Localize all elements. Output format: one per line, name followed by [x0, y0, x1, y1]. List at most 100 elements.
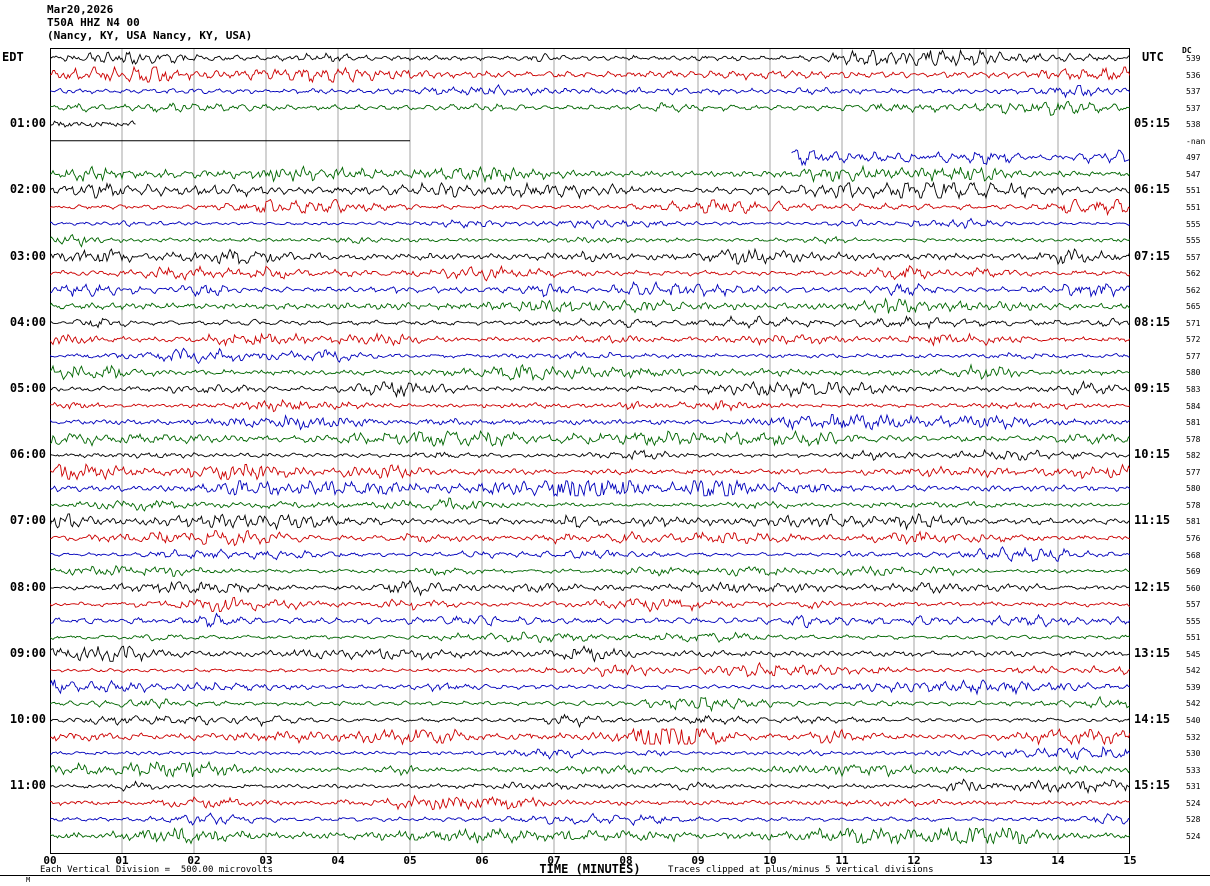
- dc-value: 547: [1186, 169, 1201, 179]
- dc-value: 551: [1186, 186, 1201, 196]
- seismogram-trace: [50, 332, 1130, 347]
- seismogram-trace: [50, 83, 1130, 99]
- seismogram-trace: [50, 645, 1130, 663]
- dc-value: 524: [1186, 831, 1201, 841]
- x-axis-tick: 02: [187, 854, 201, 867]
- dc-value: 577: [1186, 351, 1201, 361]
- dc-value: 578: [1186, 434, 1201, 444]
- left-time-label: 10:00: [9, 712, 46, 726]
- dc-value: 531: [1186, 782, 1201, 792]
- dc-value: 542: [1186, 699, 1201, 709]
- scale-note: Each Vertical Division = 500.00 microvol…: [40, 865, 273, 875]
- dc-value: 580: [1186, 368, 1201, 378]
- left-time-label: 05:00: [9, 381, 46, 395]
- dc-value: 577: [1186, 467, 1201, 477]
- right-time-label: 11:15: [1134, 513, 1171, 528]
- x-axis-tick: 00: [43, 854, 57, 867]
- left-time-label: 03:00: [9, 248, 46, 263]
- dc-value: 530: [1186, 749, 1201, 759]
- footer-rule: [0, 875, 1210, 876]
- dc-value: 581: [1186, 517, 1201, 527]
- dc-value: 528: [1186, 815, 1201, 825]
- dc-value: 497: [1186, 153, 1201, 163]
- dc-value: 571: [1186, 318, 1201, 328]
- seismogram-trace: [50, 812, 1130, 827]
- x-axis-tick: 04: [331, 854, 345, 867]
- dc-value: 576: [1186, 533, 1201, 543]
- left-time-label: 07:00: [9, 513, 46, 528]
- x-axis-tick: 10: [763, 854, 777, 867]
- seismogram-trace: [50, 347, 1130, 365]
- left-time-label: 08:00: [9, 579, 46, 594]
- dc-value: 572: [1186, 335, 1201, 345]
- x-axis-tick: 11: [835, 854, 849, 867]
- clip-note: Traces clipped at plus/minus 5 vertical …: [668, 865, 934, 875]
- seismogram-trace: [50, 65, 1130, 84]
- x-axis-tick: 07: [547, 854, 561, 867]
- dc-value: 540: [1186, 716, 1201, 725]
- dc-value: 584: [1186, 401, 1201, 411]
- dc-value: 557: [1186, 252, 1201, 262]
- dc-value: 555: [1186, 616, 1201, 626]
- x-axis-tick: 08: [619, 854, 633, 867]
- dc-value: 551: [1186, 202, 1201, 212]
- right-time-label: 13:15: [1134, 645, 1171, 660]
- dc-value: 533: [1186, 765, 1201, 775]
- title-date: Mar20,2026: [47, 3, 114, 16]
- dc-value: 560: [1186, 583, 1201, 593]
- seismogram-trace: [791, 149, 1130, 167]
- dc-value: 539: [1186, 54, 1201, 63]
- seismogram-trace: [50, 48, 1130, 67]
- seismogram-trace: [50, 529, 1130, 547]
- seismogram-trace: [50, 380, 1130, 399]
- seismogram-trace: [50, 463, 1130, 481]
- seismogram-trace: [50, 497, 1130, 512]
- x-axis-tick: 12: [907, 854, 921, 867]
- dc-value: 538: [1186, 120, 1201, 130]
- dc-value: 542: [1186, 666, 1201, 676]
- seismogram-trace: [50, 695, 1130, 713]
- dc-value: 537: [1186, 103, 1201, 113]
- dc-value: 583: [1186, 385, 1201, 394]
- right-time-label: 12:15: [1134, 579, 1171, 594]
- seismogram-trace: [50, 546, 1130, 563]
- seismogram-trace: [50, 631, 1130, 644]
- seismogram-trace: [50, 661, 1130, 678]
- left-time-label: 09:00: [9, 645, 46, 660]
- x-axis-tick: 03: [259, 854, 273, 867]
- plot-border: [50, 48, 1130, 854]
- corner-mark: M: [26, 876, 31, 884]
- dc-value: -nan: [1186, 136, 1206, 146]
- dc-value: 565: [1186, 302, 1201, 312]
- seismogram-trace: [50, 745, 1130, 761]
- seismogram-trace: [50, 727, 1130, 746]
- dc-value: 532: [1186, 732, 1201, 742]
- title-block: Mar20,2026 T50A HHZ N4 00 (Nancy, KY, US…: [47, 3, 252, 42]
- seismogram-trace: [50, 100, 1130, 116]
- seismogram-trace: [50, 264, 1130, 282]
- right-time-label: 10:15: [1134, 447, 1171, 462]
- seismogram-trace: [50, 579, 1130, 597]
- seismogram-trace: [50, 760, 1130, 778]
- dc-column-header: DC: [1182, 46, 1192, 55]
- seismogram-trace: [50, 794, 1130, 811]
- seismogram-trace: [50, 596, 1130, 613]
- left-time-label: 01:00: [9, 116, 46, 131]
- seismogram-trace: [50, 564, 1130, 577]
- title-location: (Nancy, KY, USA Nancy, KY, USA): [47, 29, 253, 42]
- seismogram-trace: [50, 234, 1130, 248]
- helicorder-plot: [50, 48, 1130, 854]
- dc-value: 536: [1186, 70, 1201, 80]
- seismogram-trace: [50, 398, 1130, 413]
- dc-value: 580: [1186, 484, 1201, 494]
- seismogram-trace: [50, 679, 1130, 696]
- dc-value: 581: [1186, 418, 1201, 428]
- dc-value: 578: [1186, 500, 1201, 510]
- right-time-label: 07:15: [1134, 248, 1171, 263]
- seismogram-trace: [50, 217, 1130, 230]
- seismogram-trace: [50, 315, 1130, 330]
- x-axis-tick: 01: [115, 854, 129, 867]
- dc-value: 557: [1186, 600, 1201, 610]
- dc-value: 555: [1186, 219, 1201, 229]
- x-axis-tick: 13: [979, 854, 993, 867]
